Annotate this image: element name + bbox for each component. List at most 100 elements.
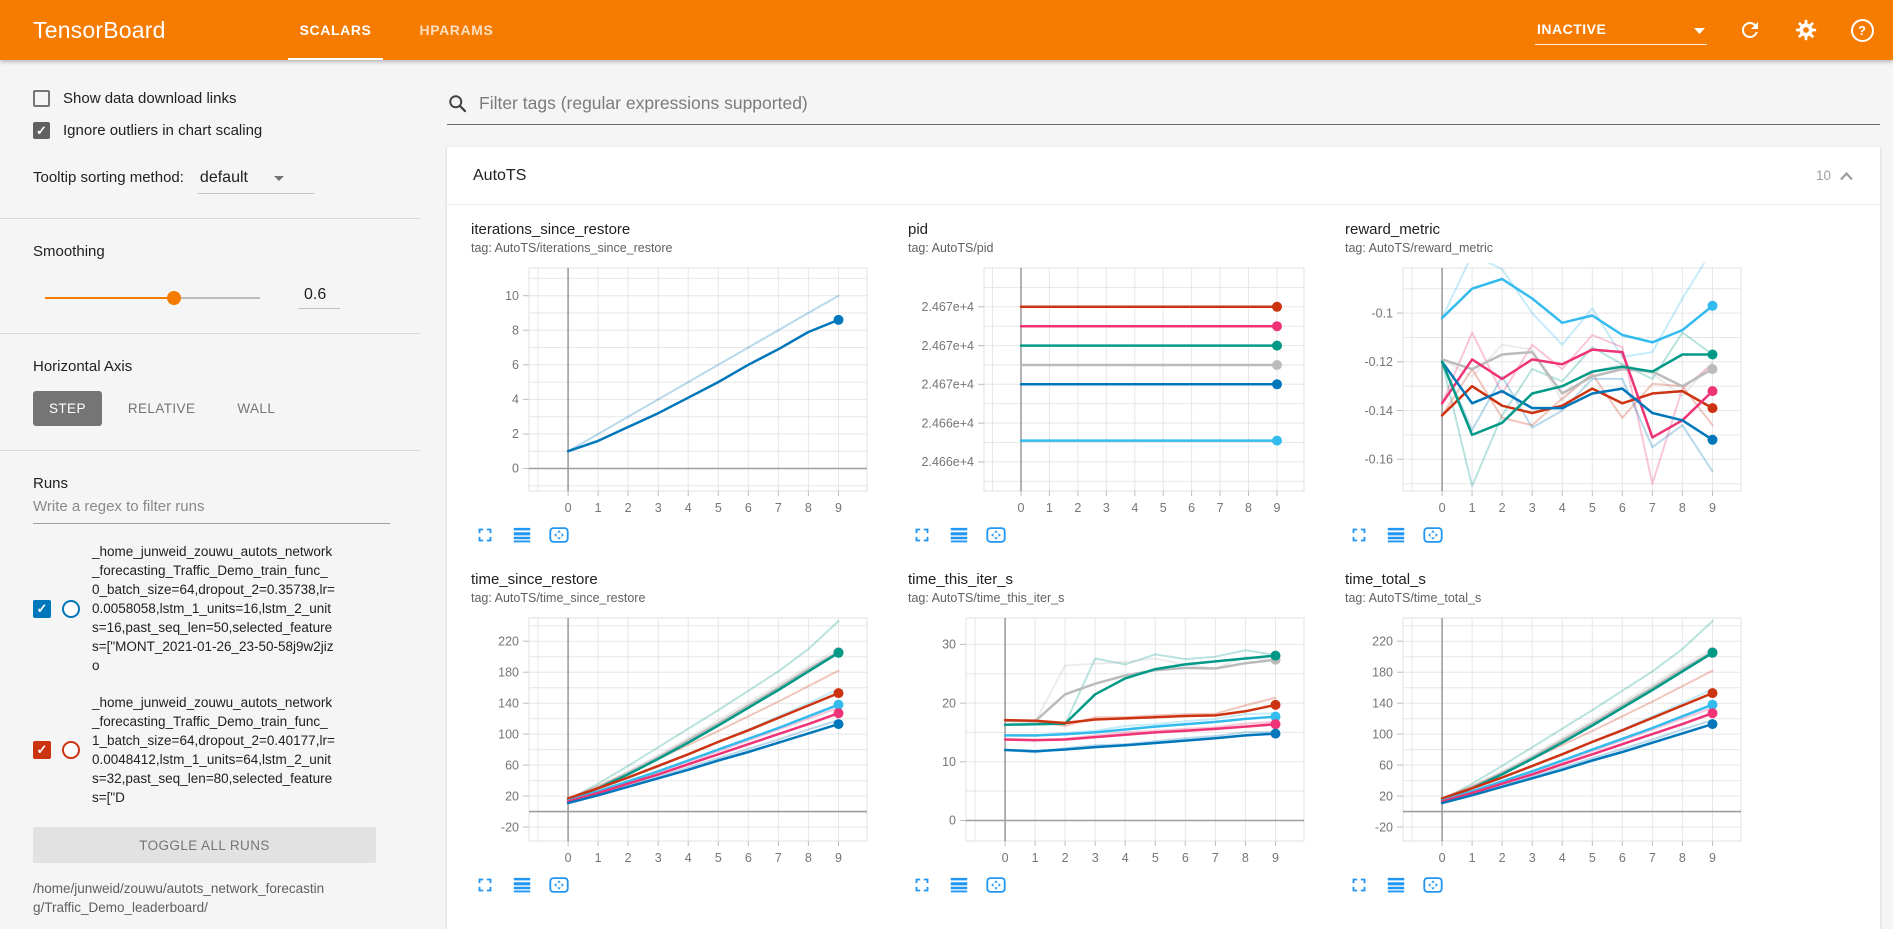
svg-text:180: 180 (1372, 665, 1393, 679)
svg-text:4: 4 (685, 501, 692, 515)
svg-text:9: 9 (1274, 501, 1281, 515)
section-collapse-toggle[interactable]: 10 (1816, 168, 1854, 183)
ignore-outliers-row[interactable]: ✓ Ignore outliers in chart scaling (33, 122, 390, 139)
fit-domain-icon[interactable] (984, 873, 1008, 897)
svg-text:2: 2 (1499, 851, 1506, 865)
svg-text:3: 3 (1529, 851, 1536, 865)
svg-text:7: 7 (1217, 501, 1224, 515)
fit-domain-icon[interactable] (984, 523, 1008, 547)
dashboard-tabs: SCALARS HPARAMS (276, 0, 518, 60)
line-chart[interactable]: 0 10 20 30 0 1 2 3 4 5 6 7 8 9 (908, 613, 1310, 871)
expand-lines-icon[interactable] (1384, 523, 1408, 547)
svg-text:4: 4 (1131, 501, 1138, 515)
svg-text:4: 4 (1559, 501, 1566, 515)
tab-scalars[interactable]: SCALARS (276, 0, 396, 60)
svg-text:1: 1 (1032, 851, 1039, 865)
line-chart[interactable]: 2.467e+4 2.467e+4 2.467e+4 2.466e+4 2.466e+4… (908, 263, 1310, 521)
fit-domain-icon[interactable] (1421, 873, 1445, 897)
chart-actions (473, 523, 908, 547)
svg-text:8: 8 (1245, 501, 1252, 515)
svg-text:2: 2 (1499, 501, 1506, 515)
svg-text:4: 4 (512, 393, 519, 407)
axis-option-wall[interactable]: WALL (237, 401, 276, 416)
section-header[interactable]: AutoTS 10 (447, 147, 1880, 205)
checkbox-checked-icon[interactable]: ✓ (33, 122, 50, 139)
line-chart[interactable]: 0 2 4 6 8 10 0 1 2 3 4 5 6 7 8 9 (471, 263, 873, 521)
fullscreen-icon[interactable] (473, 873, 497, 897)
section-title: AutoTS (473, 166, 527, 184)
fit-domain-icon[interactable] (547, 873, 571, 897)
run-name[interactable]: _home_junweid_zouwu_autots_network_forec… (92, 695, 335, 805)
svg-text:0: 0 (1439, 501, 1446, 515)
svg-text:60: 60 (1379, 758, 1393, 772)
fullscreen-icon[interactable] (910, 523, 934, 547)
fullscreen-icon[interactable] (1347, 523, 1371, 547)
expand-lines-icon[interactable] (510, 523, 534, 547)
svg-text:1: 1 (1046, 501, 1053, 515)
svg-text:9: 9 (1272, 851, 1279, 865)
tab-hparams[interactable]: HPARAMS (419, 22, 494, 38)
fit-domain-icon[interactable] (1421, 523, 1445, 547)
svg-text:5: 5 (1589, 501, 1596, 515)
smoothing-value[interactable]: 0.6 (298, 286, 341, 309)
fullscreen-icon[interactable] (910, 873, 934, 897)
svg-text:7: 7 (1649, 501, 1656, 515)
status-dropdown[interactable]: INACTIVE (1535, 15, 1707, 45)
smoothing-slider[interactable] (45, 290, 260, 305)
tooltip-sorting-value: default (199, 169, 248, 186)
axis-option-step[interactable]: STEP (33, 391, 102, 426)
svg-text:1: 1 (595, 851, 602, 865)
svg-text:7: 7 (775, 501, 782, 515)
line-chart[interactable]: -0.1 -0.12 -0.14 -0.16 0 1 2 3 4 5 6 7 8 9 (1345, 263, 1747, 521)
svg-text:1: 1 (1469, 851, 1476, 865)
fullscreen-icon[interactable] (1347, 873, 1371, 897)
expand-lines-icon[interactable] (1384, 873, 1408, 897)
help-icon[interactable]: ? (1849, 17, 1875, 43)
toggle-all-runs-button[interactable]: TOGGLE ALL RUNS (33, 827, 376, 863)
chevron-down-icon (273, 175, 284, 181)
svg-text:2.467e+4: 2.467e+4 (922, 339, 975, 353)
svg-text:20: 20 (1379, 789, 1393, 803)
question-mark-glyph: ? (1850, 18, 1874, 42)
slider-thumb[interactable] (167, 290, 181, 305)
svg-text:6: 6 (1619, 501, 1626, 515)
chart-actions (473, 873, 908, 897)
runs-filter-input[interactable] (33, 492, 390, 524)
svg-text:4: 4 (1122, 851, 1129, 865)
fullscreen-icon[interactable] (473, 523, 497, 547)
checkbox-unchecked-icon[interactable] (33, 90, 50, 107)
svg-text:5: 5 (715, 851, 722, 865)
expand-lines-icon[interactable] (947, 523, 971, 547)
tag-filter-input[interactable] (477, 92, 1880, 115)
svg-text:8: 8 (805, 501, 812, 515)
run-list-item: ✓ _home_junweid_zouwu_autots_network_for… (33, 542, 390, 675)
settings-gear-icon[interactable] (1793, 17, 1819, 43)
autots-section-card: AutoTS 10 iterations_since_restore tag: … (447, 147, 1880, 929)
run-checkbox-checked-icon[interactable]: ✓ (33, 741, 51, 759)
axis-option-relative[interactable]: RELATIVE (127, 401, 196, 416)
expand-lines-icon[interactable] (510, 873, 534, 897)
chevron-up-icon (1840, 171, 1853, 180)
svg-text:0: 0 (512, 462, 519, 476)
run-checkbox-checked-icon[interactable]: ✓ (33, 599, 51, 618)
svg-text:-0.14: -0.14 (1365, 404, 1394, 418)
run-controls: ✓ (33, 599, 80, 618)
show-download-links-row[interactable]: Show data download links (33, 90, 390, 107)
chart-actions (910, 523, 1345, 547)
fit-domain-icon[interactable] (547, 523, 571, 547)
svg-text:3: 3 (655, 501, 662, 515)
run-radio-icon[interactable] (62, 599, 80, 618)
svg-text:3: 3 (1092, 851, 1099, 865)
tooltip-sorting-select[interactable]: default (197, 167, 314, 194)
expand-lines-icon[interactable] (947, 873, 971, 897)
refresh-icon[interactable] (1737, 17, 1763, 43)
line-chart[interactable]: -20 20 60 100 140 180 220 0 1 2 3 4 5 6 7 8 9 (471, 613, 873, 871)
chevron-down-icon (1694, 21, 1705, 37)
svg-text:2: 2 (625, 501, 632, 515)
run-radio-icon[interactable] (62, 741, 80, 759)
divider (0, 333, 420, 334)
svg-text:4: 4 (685, 851, 692, 865)
line-chart[interactable]: -20 20 60 100 140 180 220 0 1 2 3 4 5 6 7 8 9 (1345, 613, 1747, 871)
run-name[interactable]: _home_junweid_zouwu_autots_network_forec… (92, 544, 335, 673)
settings-sidebar: Show data download links ✓ Ignore outlie… (0, 60, 420, 929)
